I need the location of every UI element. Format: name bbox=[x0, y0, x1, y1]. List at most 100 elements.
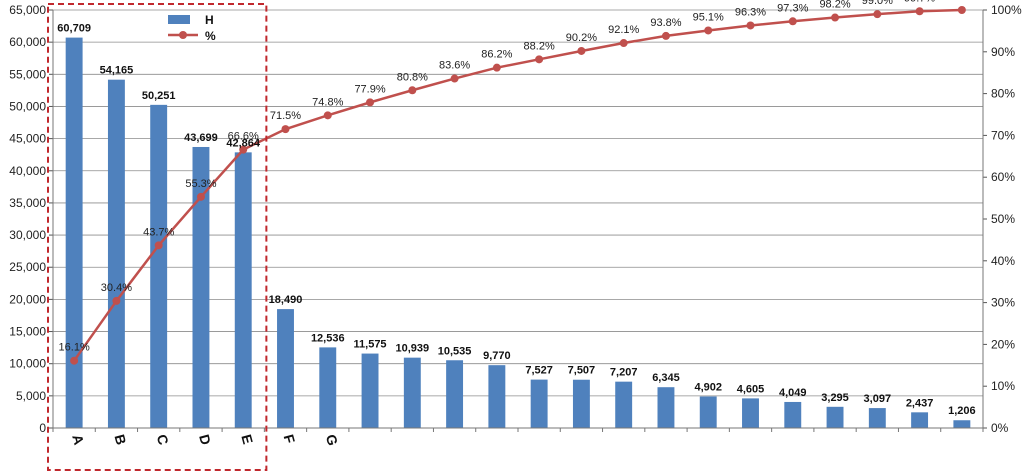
line-value-label: 77.9% bbox=[354, 83, 385, 95]
line-point bbox=[154, 241, 163, 250]
left-tick-label: 55,000 bbox=[9, 67, 46, 81]
bar-value-label: 4,049 bbox=[779, 387, 807, 399]
left-axis-ticks: 0 5,000 10,000 15,000 20,000 25,000 30,000 35,0… bbox=[9, 3, 46, 435]
bar-value-label: 7,507 bbox=[568, 365, 596, 377]
line-value-label: 71.5% bbox=[270, 110, 301, 122]
category-label: A bbox=[69, 433, 87, 447]
right-axis-ticks: 0% 10% 20% 30% 40% 50% 60% 70% 80% 90% 100% bbox=[991, 3, 1022, 435]
line-point bbox=[957, 6, 966, 14]
line-point bbox=[366, 98, 375, 107]
line-value-label: 98.2% bbox=[819, 0, 850, 11]
bar-value-label: 60,709 bbox=[57, 23, 91, 35]
line-point bbox=[704, 26, 713, 35]
line-value-label: 43.7% bbox=[143, 226, 174, 238]
line-value-label: 80.8% bbox=[397, 71, 428, 83]
bar-value-label: 54,165 bbox=[100, 65, 134, 77]
bar bbox=[742, 398, 759, 428]
bar bbox=[868, 408, 886, 428]
line-point bbox=[281, 125, 290, 134]
line-value-label: 92.1% bbox=[608, 24, 639, 36]
bar-value-label: 12,536 bbox=[311, 332, 345, 344]
right-tick-label: 30% bbox=[991, 296, 1015, 310]
right-tick-label: 80% bbox=[991, 87, 1015, 101]
line-point bbox=[577, 46, 586, 55]
line-value-label: 66.6% bbox=[228, 131, 259, 143]
line-point bbox=[112, 296, 121, 305]
line-point bbox=[196, 192, 205, 201]
right-tick-label: 0% bbox=[991, 421, 1009, 435]
bar-value-label: 7,527 bbox=[525, 365, 553, 377]
category-label: F bbox=[281, 433, 299, 446]
bar bbox=[572, 379, 590, 428]
line-value-label: 93.8% bbox=[650, 17, 681, 29]
right-tick-label: 100% bbox=[991, 3, 1022, 17]
bar-value-label: 4,902 bbox=[694, 381, 722, 393]
bar-value-label: 3,097 bbox=[864, 393, 892, 405]
line-point bbox=[323, 111, 332, 120]
bar-value-label: 18,490 bbox=[269, 294, 303, 306]
category-label: E bbox=[238, 433, 256, 446]
line-point bbox=[788, 17, 797, 26]
bar bbox=[319, 347, 337, 428]
left-tick-label: 65,000 bbox=[9, 3, 46, 17]
bars bbox=[65, 37, 971, 429]
bar bbox=[826, 406, 844, 428]
bar-value-label: 9,770 bbox=[483, 350, 511, 362]
line-value-label: 96.3% bbox=[735, 6, 766, 18]
bar-value-label: 7,207 bbox=[610, 367, 638, 379]
category-label: C bbox=[154, 433, 172, 447]
line-value-label: 74.8% bbox=[312, 96, 343, 108]
line-point bbox=[619, 39, 628, 48]
legend: H % bbox=[168, 13, 216, 43]
bar-value-label: 1,206 bbox=[948, 405, 976, 417]
right-tick-label: 90% bbox=[991, 45, 1015, 59]
legend-line-label: % bbox=[205, 29, 216, 43]
line-value-label: 16.1% bbox=[59, 342, 90, 354]
left-tick-label: 25,000 bbox=[9, 260, 46, 274]
cumulative-line bbox=[70, 6, 966, 365]
line-point bbox=[450, 74, 459, 83]
right-tick-label: 60% bbox=[991, 170, 1015, 184]
left-tick-label: 50,000 bbox=[9, 99, 46, 113]
left-tick-label: 20,000 bbox=[9, 292, 46, 306]
right-tick-label: 10% bbox=[991, 379, 1015, 393]
line-value-label: 30.4% bbox=[101, 282, 132, 294]
bar bbox=[488, 365, 506, 428]
right-tick-label: 20% bbox=[991, 337, 1015, 351]
bar bbox=[150, 104, 168, 428]
left-tick-label: 0 bbox=[39, 421, 46, 435]
bar-value-label: 11,575 bbox=[354, 339, 387, 351]
line-value-label: 99.0% bbox=[862, 0, 893, 7]
right-tick-label: 50% bbox=[991, 212, 1015, 226]
line-point bbox=[492, 63, 501, 72]
bar bbox=[403, 357, 421, 428]
bar bbox=[699, 396, 717, 428]
left-tick-label: 5,000 bbox=[16, 389, 46, 403]
cumulative-line-path bbox=[73, 8, 962, 362]
bar-value-label: 4,605 bbox=[737, 383, 765, 395]
line-point bbox=[915, 7, 924, 16]
bar bbox=[953, 420, 971, 428]
left-tick-label: 10,000 bbox=[9, 357, 46, 371]
bar bbox=[234, 152, 252, 428]
bar bbox=[192, 146, 210, 428]
bar bbox=[446, 360, 464, 428]
right-tick-label: 70% bbox=[991, 128, 1015, 142]
line-value-label: 83.6% bbox=[439, 60, 470, 72]
data-labels: 60,709 54,165 50,251 43,699 42,864 18,490 12,5… bbox=[57, 0, 980, 417]
highlight-box bbox=[47, 3, 268, 471]
line-value-label: 88.2% bbox=[524, 40, 555, 52]
bar bbox=[277, 309, 294, 428]
category-labels: A B C D E F G bbox=[69, 433, 341, 448]
legend-bar-label: H bbox=[205, 13, 214, 27]
bar-value-label: 3,295 bbox=[821, 392, 849, 404]
line-point bbox=[661, 31, 670, 40]
left-tick-label: 40,000 bbox=[9, 164, 46, 178]
line-point bbox=[831, 13, 840, 22]
line-point bbox=[746, 21, 755, 30]
line-value-label: 90.2% bbox=[566, 32, 597, 44]
bar bbox=[65, 37, 83, 429]
category-label: B bbox=[112, 433, 130, 447]
line-value-label: 95.1% bbox=[693, 11, 724, 23]
